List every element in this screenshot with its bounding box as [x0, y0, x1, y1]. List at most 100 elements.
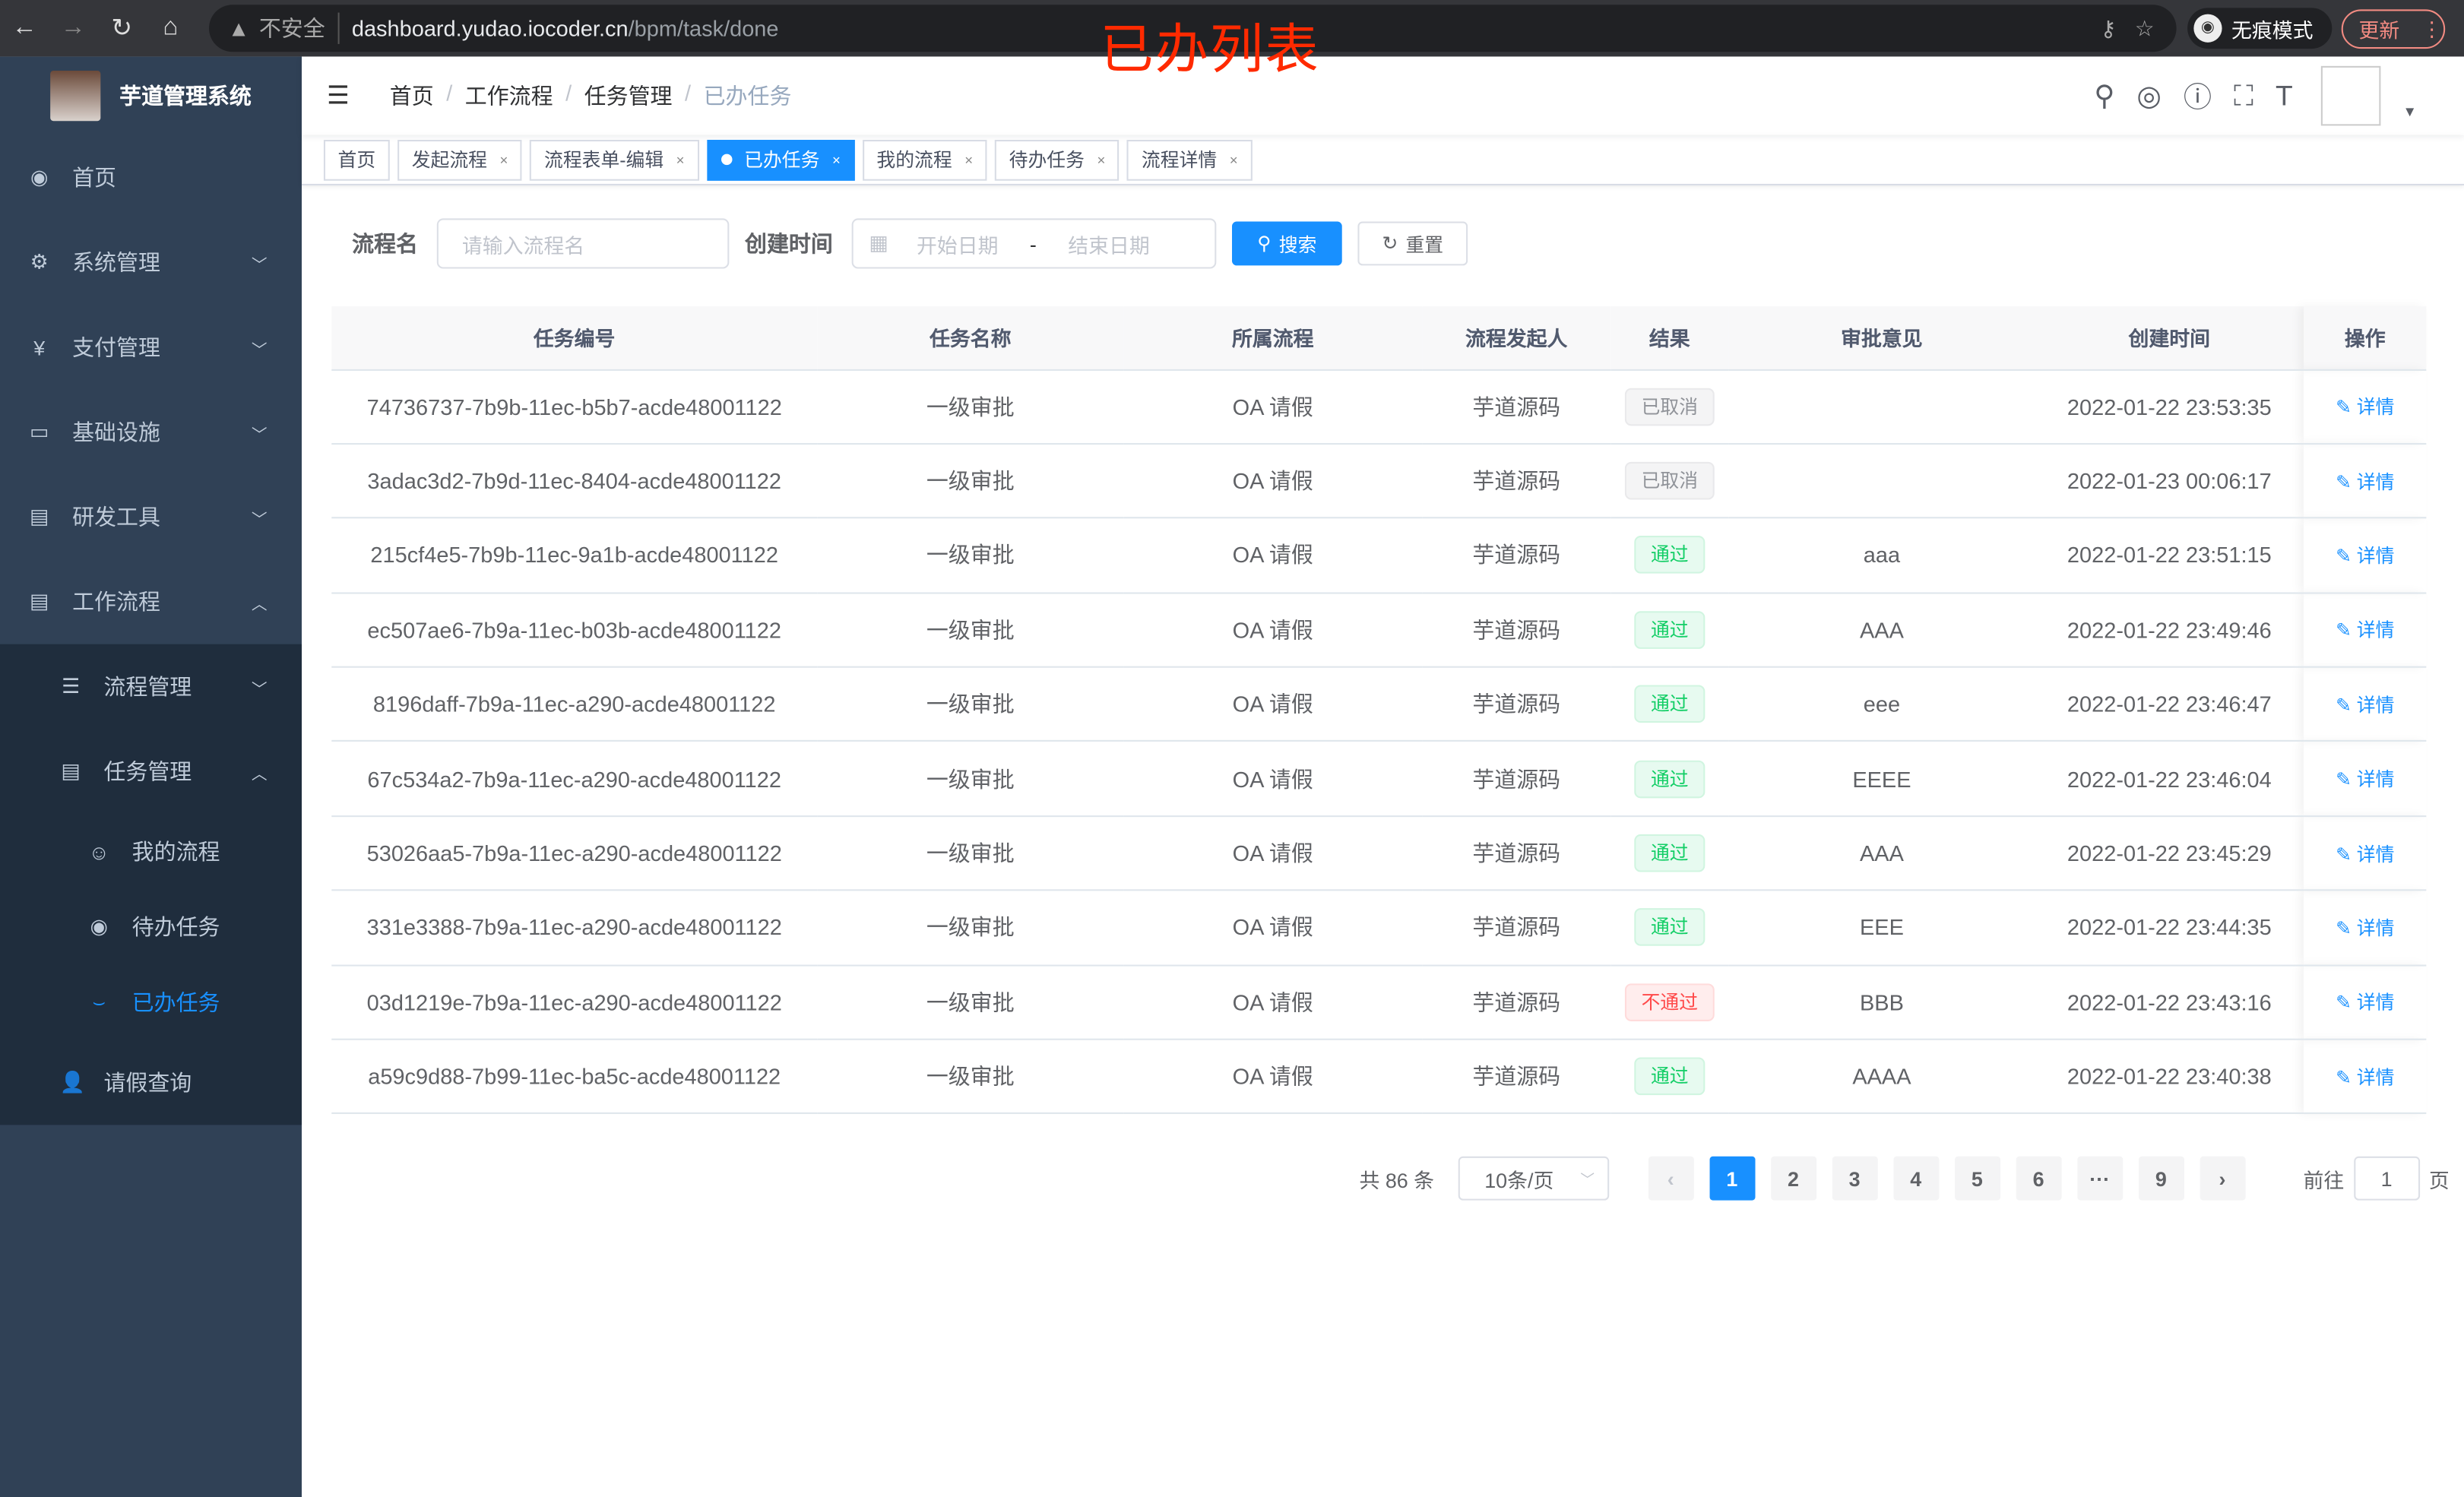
calendar-icon: ▦ [869, 230, 888, 255]
hamburger-icon[interactable]: ☰ [327, 83, 350, 110]
github-icon[interactable]: ◎ [2136, 79, 2162, 111]
caret-down-icon[interactable]: ▼ [2402, 103, 2417, 120]
goto-page-input[interactable]: 1 [2353, 1156, 2420, 1201]
fullscreen-icon[interactable]: ⛶ [2234, 79, 2254, 111]
sidebar-item[interactable]: ¥ 支付管理 ﹀ [0, 305, 302, 390]
close-icon[interactable]: × [499, 151, 508, 168]
detail-label: 详情 [2356, 619, 2395, 642]
page-button[interactable]: 4 [1892, 1156, 1939, 1201]
table-cell [1728, 443, 2035, 519]
breadcrumb-item[interactable]: 首页 [389, 83, 434, 109]
table-cell: 2022-01-22 23:40:38 [2035, 1039, 2304, 1115]
detail-link[interactable]: ✎ 详情 [2336, 545, 2394, 567]
page-button[interactable]: ··· [2076, 1156, 2123, 1201]
close-icon[interactable]: × [1229, 151, 1238, 168]
breadcrumb-item[interactable]: 任务管理 [584, 83, 673, 109]
tag-item[interactable]: 流程详情 × [1127, 138, 1253, 180]
more-icon[interactable]: ⋮ [2421, 16, 2443, 40]
sidebar-item[interactable]: ▤ 工作流程 ︿ [0, 559, 302, 644]
process-name-input[interactable]: 请输入流程名 [436, 218, 730, 269]
address-bar[interactable]: ▲ 不安全 dashboard.yudao.iocoder.cn/bpm/tas… [208, 5, 2177, 52]
forward-icon[interactable]: → [60, 14, 86, 41]
active-dot-icon [721, 153, 732, 166]
sidebar-item-leave[interactable]: 👤 请假查询 [0, 1040, 302, 1125]
detail-link[interactable]: ✎ 详情 [2336, 992, 2394, 1014]
star-icon[interactable]: ☆ [2134, 14, 2155, 40]
close-icon[interactable]: × [1097, 151, 1106, 168]
prev-page-button[interactable]: ‹ [1648, 1156, 1694, 1201]
table-cell: 芋道源码 [1422, 443, 1611, 519]
cell-text: 2022-01-22 23:44:35 [2067, 915, 2272, 941]
detail-link[interactable]: ✎ 详情 [2336, 694, 2394, 716]
cell-text: 2022-01-22 23:45:29 [2067, 840, 2272, 866]
detail-link[interactable]: ✎ 详情 [2336, 619, 2394, 641]
tag-item[interactable]: 流程表单-编辑 × [530, 138, 699, 180]
incognito-badge[interactable]: ◉ 无痕模式 [2187, 8, 2333, 49]
detail-link[interactable]: ✎ 详情 [2336, 843, 2394, 865]
sidebar-item[interactable]: ◉ 首页 [0, 135, 302, 220]
tag-item[interactable]: 已办任务 × [706, 138, 855, 180]
detail-link[interactable]: ✎ 详情 [2336, 917, 2394, 939]
page-button[interactable]: 5 [1954, 1156, 2000, 1201]
result-tag: 通过 [1635, 908, 1705, 947]
next-page-button[interactable]: › [2199, 1156, 2245, 1201]
sidebar-item[interactable]: ⚙ 系统管理 ﹀ [0, 220, 302, 305]
page-size-select[interactable]: 10条/页 ﹀ [1458, 1156, 1609, 1201]
table-cell: 一级审批 [817, 964, 1124, 1040]
font-size-icon[interactable]: T [2276, 79, 2293, 111]
page-button[interactable]: 9 [2138, 1156, 2184, 1201]
detail-link[interactable]: ✎ 详情 [2336, 470, 2394, 492]
detail-link[interactable]: ✎ 详情 [2336, 396, 2394, 418]
back-icon[interactable]: ← [11, 14, 37, 41]
placeholder: 请输入流程名 [461, 233, 585, 258]
breadcrumb-separator: / [565, 80, 572, 106]
start-date[interactable]: 开始日期 [917, 233, 999, 258]
tag-item[interactable]: 我的流程 × [862, 138, 987, 180]
page-size: 10条/页 [1484, 1168, 1554, 1192]
breadcrumb-separator: / [446, 80, 453, 106]
sidebar-item[interactable]: ▤ 研发工具 ﹀ [0, 474, 302, 559]
page-button[interactable]: 6 [2016, 1156, 2062, 1201]
breadcrumb-item[interactable]: 工作流程 [464, 83, 553, 109]
detail-label: 详情 [2356, 545, 2395, 568]
reset-button[interactable]: ↻ 重置 [1357, 221, 1468, 266]
key-icon[interactable]: ⚷ [2100, 14, 2117, 40]
table-cell: 通过 [1610, 890, 1729, 966]
sidebar-item-task[interactable]: ⌣ 已办任务 [0, 965, 302, 1040]
table-cell: 芋道源码 [1422, 592, 1611, 668]
close-icon[interactable]: × [831, 151, 841, 168]
sidebar-item-task[interactable]: ☺ 我的流程 [0, 814, 302, 889]
table-row: 8196daff-7b9a-11ec-a290-acde48001122 一级审批… [331, 666, 2427, 742]
sidebar-item[interactable]: ▭ 基础设施 ﹀ [0, 390, 302, 475]
table-cell: 一级审批 [817, 815, 1124, 891]
page-button[interactable]: 2 [1770, 1156, 1816, 1201]
reload-icon[interactable]: ↻ [111, 15, 133, 43]
update-button[interactable]: 更新 ⋮ [2341, 9, 2446, 49]
page-button[interactable]: 3 [1832, 1156, 1878, 1201]
date-range-input[interactable]: ▦ 开始日期 - 结束日期 [851, 218, 1217, 269]
sidebar-item-task-manage[interactable]: ▤ 任务管理 ︿ [0, 729, 302, 814]
close-icon[interactable]: × [676, 151, 685, 168]
table-cell: ✎ 详情 [2304, 666, 2427, 742]
sidebar-logo[interactable]: 芋道管理系统 [0, 56, 302, 135]
search-button[interactable]: ⚲ 搜索 [1231, 221, 1342, 266]
detail-link[interactable]: ✎ 详情 [2336, 768, 2394, 790]
table-cell: 8196daff-7b9a-11ec-a290-acde48001122 [331, 666, 818, 742]
sidebar-item-task[interactable]: ◉ 待办任务 [0, 889, 302, 964]
help-icon[interactable]: ⓘ [2183, 81, 2212, 113]
tag-item[interactable]: 发起流程 × [397, 138, 523, 180]
cell-text: 芋道源码 [1472, 692, 1561, 717]
result-tag: 通过 [1635, 759, 1705, 798]
page-button[interactable]: 1 [1709, 1156, 1755, 1201]
tag-item[interactable]: 首页 [323, 138, 390, 180]
home-icon[interactable]: ⌂ [163, 14, 179, 41]
tag-item[interactable]: 待办任务 × [995, 138, 1120, 180]
avatar[interactable] [2321, 65, 2381, 126]
close-icon[interactable]: × [964, 151, 974, 168]
search-icon[interactable]: ⚲ [2094, 79, 2115, 111]
sidebar-item-process-manage[interactable]: ☰ 流程管理 ﹀ [0, 644, 302, 730]
table-cell: 一级审批 [817, 890, 1124, 966]
cell-text: EEEE [1852, 766, 1911, 792]
detail-link[interactable]: ✎ 详情 [2336, 1066, 2394, 1088]
end-date[interactable]: 结束日期 [1068, 233, 1150, 258]
